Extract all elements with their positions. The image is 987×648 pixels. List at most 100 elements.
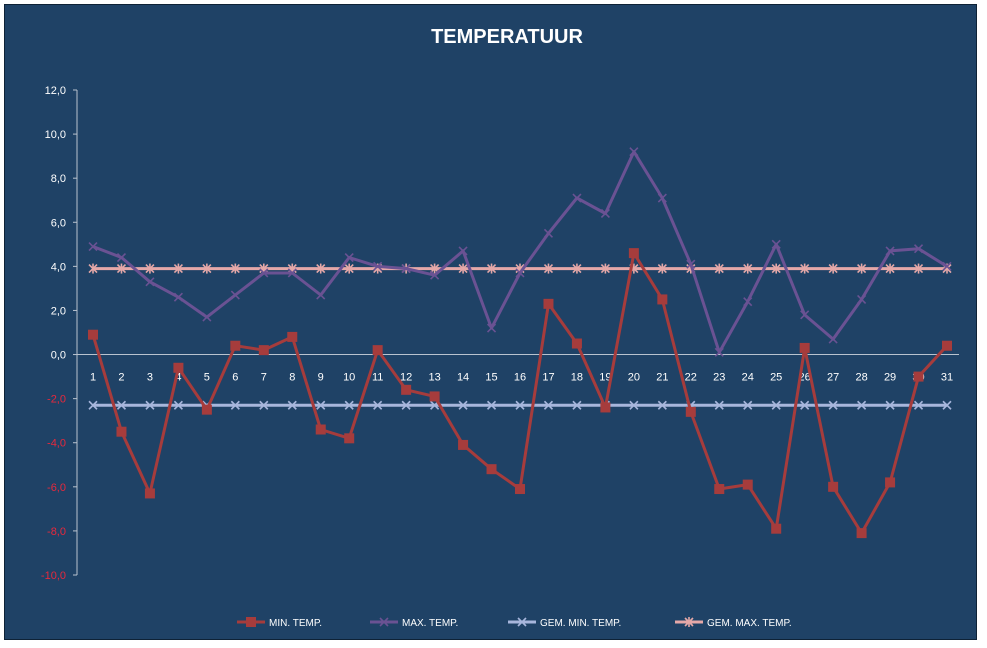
- data-point: [942, 400, 952, 410]
- data-point: [145, 277, 155, 287]
- data-point: [230, 340, 241, 351]
- marker-stroke: [800, 310, 810, 320]
- data-point: [685, 406, 696, 417]
- data-point: [885, 477, 896, 488]
- data-point: [600, 263, 610, 274]
- x-tick-label: 8: [289, 372, 295, 384]
- data-point: [771, 263, 781, 274]
- marker-stroke: [486, 400, 497, 410]
- x-tick-label: 17: [542, 372, 554, 384]
- data-point: [259, 400, 269, 410]
- data-point: [401, 384, 412, 395]
- y-tick-label: 4,0: [51, 261, 66, 273]
- data-point: [572, 400, 582, 410]
- legend-item-gem-min-temp: GEM. MIN. TEMP.: [508, 617, 621, 629]
- data-point: [543, 400, 554, 410]
- marker-stroke: [344, 400, 354, 410]
- chart-title: TEMPERATUUR: [431, 26, 583, 48]
- data-point: [856, 528, 867, 539]
- data-point: [942, 261, 952, 271]
- data-point: [458, 263, 468, 274]
- marker-stroke: [486, 323, 497, 333]
- y-tick-label: -2,0: [47, 394, 66, 406]
- x-tick-label: 21: [656, 372, 668, 384]
- data-point: [88, 400, 98, 410]
- data-point: [600, 402, 611, 413]
- marker-stroke: [458, 400, 468, 410]
- marker-stroke: [572, 193, 582, 203]
- series-min-temp: [88, 248, 952, 539]
- x-tick-label: 9: [318, 372, 324, 384]
- marker-stroke: [942, 400, 952, 410]
- data-point: [344, 433, 355, 444]
- x-tick-label: 11: [372, 372, 383, 384]
- data-point: [857, 400, 867, 410]
- legend-label: MAX. TEMP.: [402, 618, 458, 629]
- marker-stroke: [173, 400, 183, 410]
- data-point: [458, 400, 468, 410]
- data-point: [657, 263, 667, 274]
- data-point: [258, 345, 269, 356]
- data-point: [144, 488, 155, 499]
- series-line: [92, 150, 948, 354]
- marker-stroke: [88, 400, 98, 410]
- x-tick-label: 19: [599, 372, 611, 384]
- marker-stroke: [657, 193, 667, 203]
- legend-swatch-marker: [684, 617, 694, 627]
- marker-stroke: [344, 252, 354, 263]
- marker-stroke: [714, 400, 724, 410]
- x-tick-label: 31: [941, 372, 953, 384]
- x-tick-label: 3: [147, 372, 153, 384]
- data-point: [657, 193, 667, 203]
- y-tick-label: 2,0: [51, 305, 66, 317]
- data-point: [714, 400, 724, 410]
- data-point: [600, 208, 610, 219]
- data-point: [543, 298, 554, 309]
- data-point: [714, 263, 724, 274]
- marker-stroke: [373, 400, 383, 410]
- legend-label: MIN. TEMP.: [269, 618, 322, 629]
- marker-stroke: [857, 294, 867, 304]
- x-tick-label: 15: [485, 372, 497, 384]
- data-point: [173, 362, 184, 373]
- y-tick-label: -4,0: [47, 438, 66, 450]
- marker-stroke: [145, 400, 155, 410]
- data-point: [287, 268, 297, 278]
- data-point: [657, 400, 667, 410]
- x-tick-label: 29: [884, 372, 896, 384]
- data-point: [686, 259, 696, 269]
- data-point: [202, 312, 212, 322]
- data-point: [857, 263, 867, 274]
- data-point: [913, 371, 924, 382]
- data-point: [401, 264, 411, 274]
- data-point: [828, 334, 838, 344]
- marker-stroke: [857, 400, 867, 410]
- data-point: [88, 241, 98, 252]
- data-point: [145, 400, 155, 410]
- data-point: [857, 294, 867, 304]
- data-point: [913, 244, 924, 254]
- data-point: [430, 270, 440, 280]
- data-point: [800, 400, 810, 410]
- data-point: [629, 147, 639, 157]
- x-tick-label: 2: [118, 372, 124, 384]
- data-point: [372, 345, 383, 356]
- marker-stroke: [942, 261, 952, 271]
- y-tick-label: -8,0: [47, 526, 66, 538]
- data-point: [714, 484, 725, 495]
- marker-stroke: [230, 400, 240, 410]
- marker-stroke: [287, 268, 297, 278]
- data-point: [173, 292, 183, 302]
- data-point: [828, 400, 838, 410]
- x-tick-label: 27: [827, 372, 839, 384]
- x-tick-label: 13: [428, 372, 440, 384]
- y-tick-label: 10,0: [45, 129, 66, 141]
- marker-stroke: [316, 290, 326, 300]
- marker-stroke: [885, 400, 895, 410]
- marker-stroke: [316, 400, 326, 410]
- marker-stroke: [379, 617, 389, 627]
- y-tick-label: 12,0: [45, 85, 66, 97]
- data-point: [287, 400, 297, 410]
- marker-stroke: [543, 400, 554, 410]
- data-point: [828, 481, 839, 492]
